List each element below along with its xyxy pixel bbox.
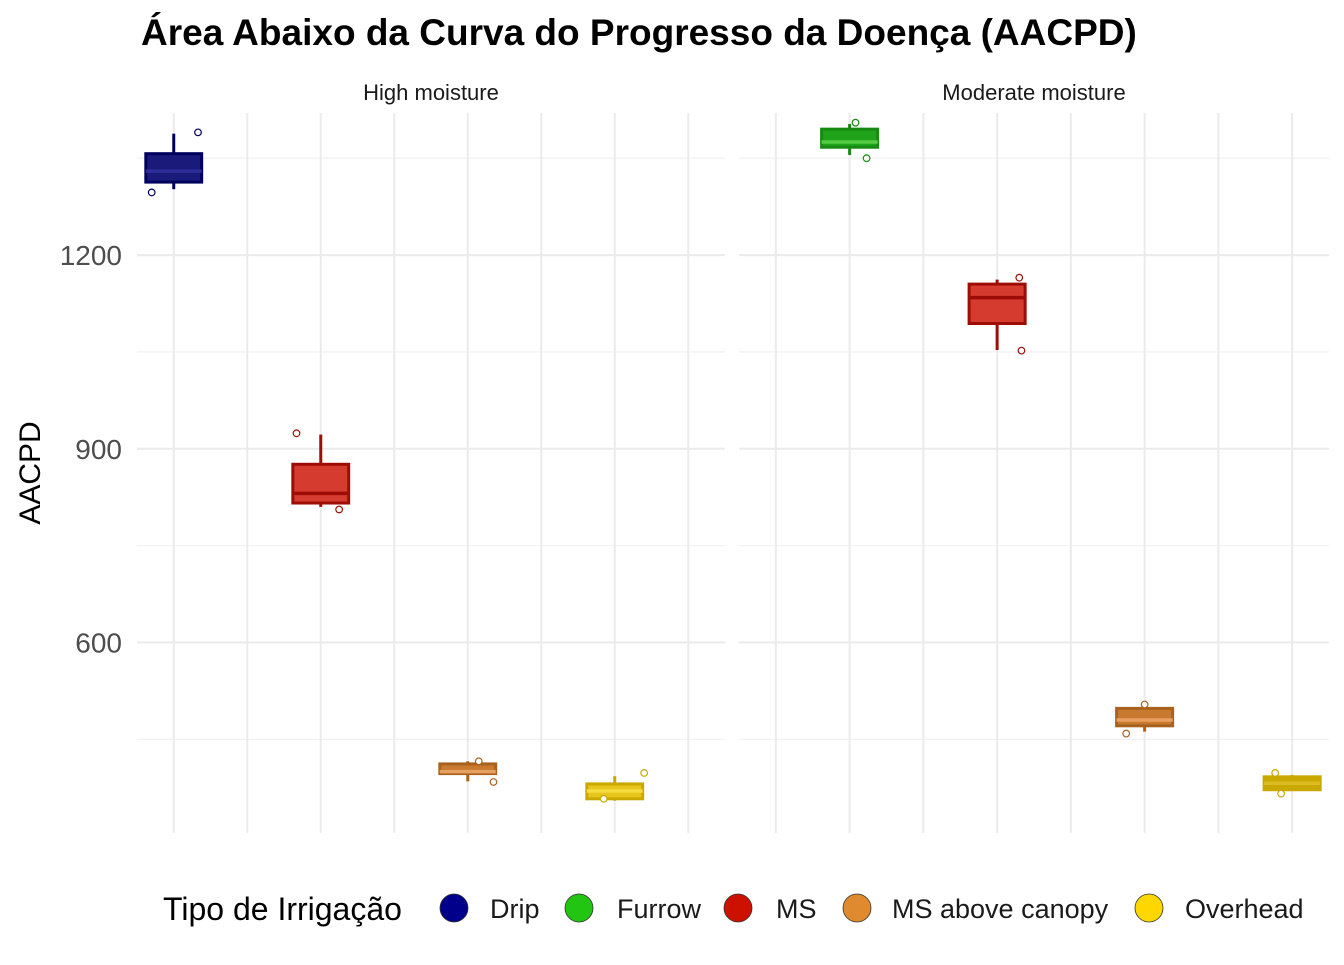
data-point <box>1122 729 1131 738</box>
box-overhead <box>1262 769 1322 798</box>
legend-label: Drip <box>490 894 540 924</box>
box-furrow <box>820 118 880 163</box>
data-point <box>474 757 483 766</box>
data-point <box>1271 769 1280 777</box>
data-point <box>1015 273 1024 282</box>
data-point <box>292 429 301 438</box>
y-tick-label: 600 <box>75 628 122 659</box>
legend-label: MS above canopy <box>892 894 1109 924</box>
box-body <box>1115 706 1175 728</box>
box-body <box>291 462 351 505</box>
box-body <box>967 282 1027 326</box>
panel-strip-label: High moisture <box>363 80 499 105</box>
legend-key <box>723 893 753 923</box>
box-body <box>438 762 498 776</box>
data-point <box>335 505 344 514</box>
chart-title: Área Abaixo da Curva do Progresso da Doe… <box>141 12 1137 53</box>
data-point <box>862 154 871 163</box>
legend-key <box>1134 893 1164 923</box>
panel-moderate-moisture: Moderate moisture <box>739 80 1329 833</box>
box-body <box>820 127 880 149</box>
data-point <box>640 769 649 777</box>
legend-key <box>842 893 872 923</box>
box-body <box>144 152 204 184</box>
box-overhead <box>585 769 649 803</box>
y-tick-label: 1200 <box>60 240 122 271</box>
panel-strip-label: Moderate moisture <box>942 80 1125 105</box>
legend-key <box>564 893 594 923</box>
box-ms <box>967 273 1027 355</box>
legend: Tipo de Irrigação Drip Furrow MS MS above ca… <box>163 891 1304 927</box>
legend-title: Tipo de Irrigação <box>163 891 402 927</box>
legend-label: Furrow <box>617 894 702 924</box>
data-point <box>1140 700 1149 709</box>
data-point <box>599 794 608 803</box>
data-point <box>1277 789 1285 798</box>
panel-high-moisture: High moisture <box>137 80 725 833</box>
legend-key <box>439 893 469 923</box>
legend-label: Overhead <box>1185 894 1304 924</box>
box-ms <box>291 429 351 514</box>
y-tick-label: 900 <box>75 434 122 465</box>
legend-label: MS <box>776 894 817 924</box>
box-drip <box>144 128 204 197</box>
data-point <box>1017 346 1026 355</box>
data-point <box>489 778 498 786</box>
box-ms-above-canopy <box>1115 700 1175 738</box>
y-axis-label: AACPD <box>14 421 47 524</box>
data-point <box>194 128 202 137</box>
data-point <box>147 188 156 197</box>
box-ms-above-canopy <box>438 757 498 786</box>
data-point <box>851 118 860 127</box>
